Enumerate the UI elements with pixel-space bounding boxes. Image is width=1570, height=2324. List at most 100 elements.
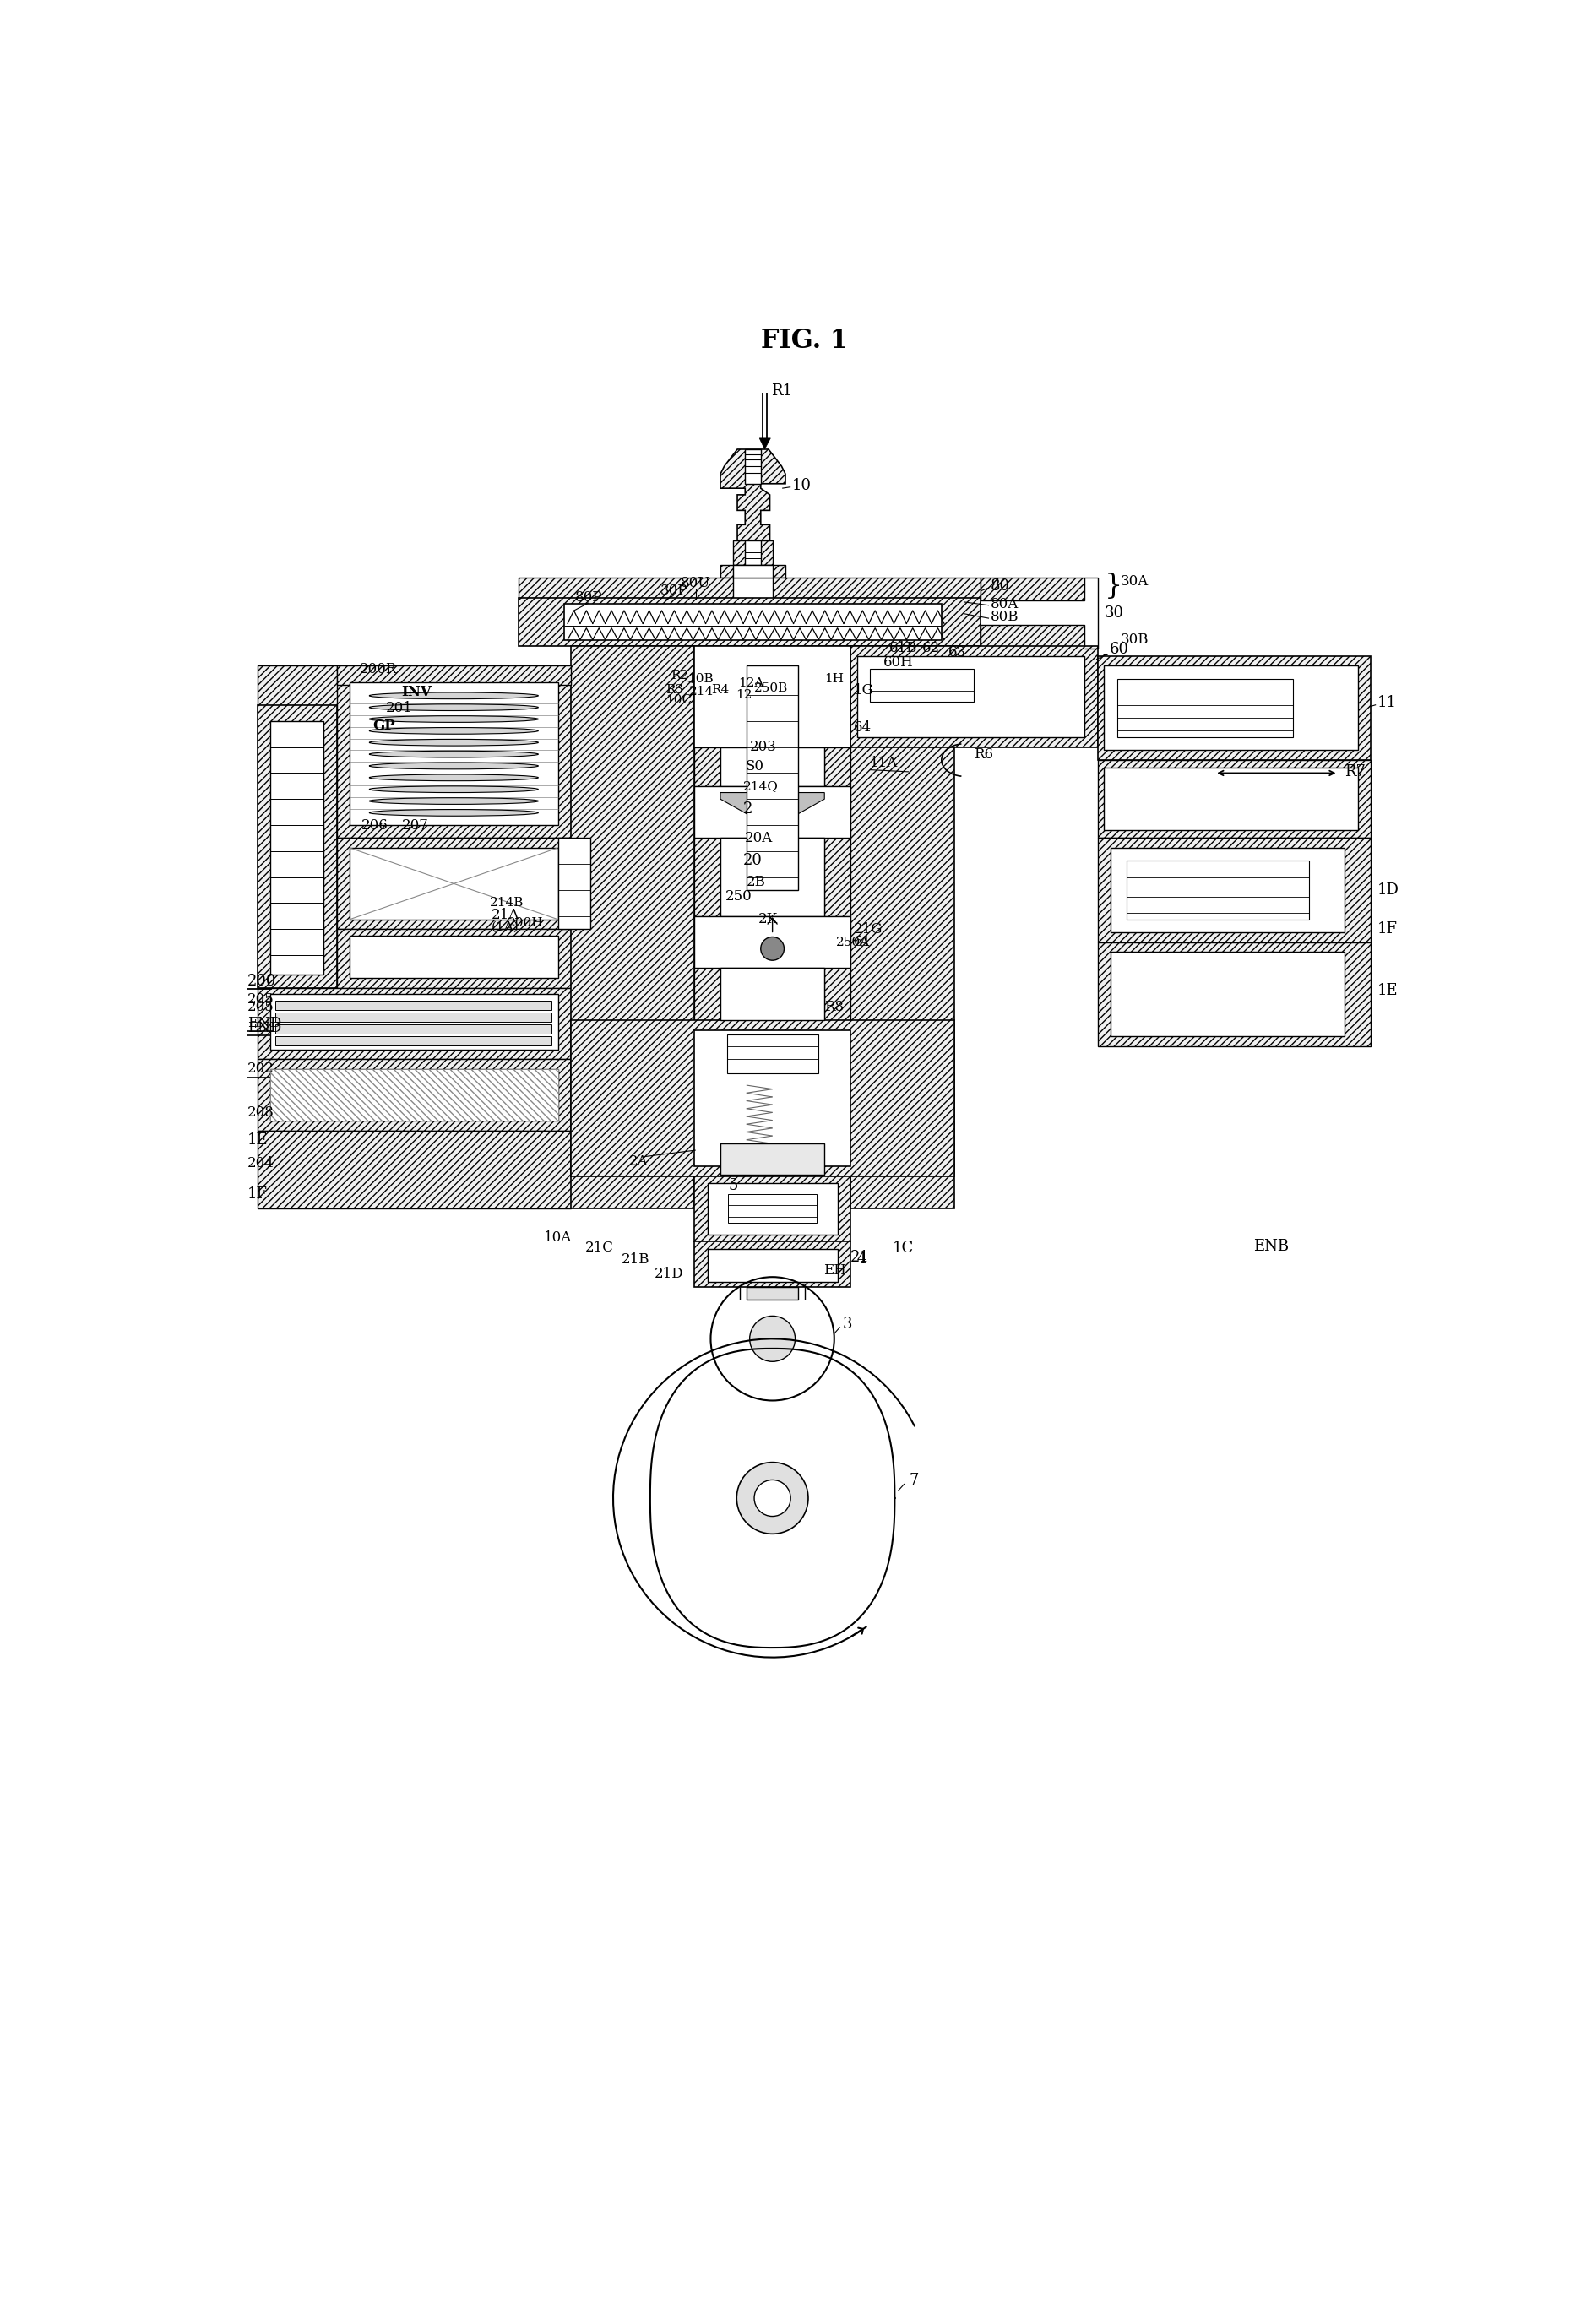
Polygon shape [870,669,973,702]
Polygon shape [721,1190,824,1229]
Text: 200: 200 [248,974,276,988]
Polygon shape [746,665,799,890]
Text: 3: 3 [843,1315,853,1332]
Ellipse shape [369,774,539,781]
Ellipse shape [369,797,539,804]
Polygon shape [694,916,851,969]
Polygon shape [694,746,721,786]
Text: R6: R6 [973,748,994,762]
Text: R8: R8 [824,999,845,1013]
Polygon shape [733,539,772,565]
Text: 61B: 61B [890,641,918,655]
Text: 203: 203 [750,739,777,755]
Polygon shape [257,665,571,704]
Polygon shape [257,988,571,1060]
Polygon shape [733,646,772,665]
Text: 214B: 214B [490,897,524,909]
Polygon shape [1110,848,1344,932]
Polygon shape [571,1020,955,1176]
Text: 21: 21 [851,1250,870,1264]
Polygon shape [1097,760,1371,839]
Text: 20A: 20A [746,832,772,846]
Polygon shape [1110,774,1325,823]
Text: 21D: 21D [655,1267,683,1281]
Text: 10A: 10A [543,1232,571,1246]
Ellipse shape [369,716,539,723]
Polygon shape [864,662,981,709]
Polygon shape [779,665,812,746]
Polygon shape [275,1002,551,1011]
Text: 1E: 1E [1377,983,1397,999]
Text: }: } [1104,572,1123,600]
Circle shape [749,1315,794,1362]
Polygon shape [721,746,824,786]
Ellipse shape [369,693,539,700]
Text: 250: 250 [725,890,752,904]
Ellipse shape [369,704,539,711]
Text: 1D: 1D [1377,883,1399,897]
Polygon shape [336,665,571,686]
Text: 60: 60 [1110,641,1129,658]
Polygon shape [270,995,557,1050]
Text: 2B: 2B [746,876,766,890]
Polygon shape [1121,855,1319,925]
Polygon shape [733,565,772,579]
Text: 204: 204 [248,1155,275,1171]
Text: 64: 64 [854,720,871,734]
Text: 80A: 80A [991,597,1019,611]
Polygon shape [981,579,1085,600]
Text: 21A: 21A [491,909,520,923]
Polygon shape [694,1241,851,1287]
Text: 214Q: 214Q [743,781,779,792]
Text: 208: 208 [248,1106,275,1120]
Polygon shape [1104,767,1358,830]
Text: 21C: 21C [586,1241,614,1255]
Polygon shape [336,839,571,930]
Polygon shape [270,720,323,974]
Text: 80B: 80B [991,609,1019,625]
Polygon shape [1097,839,1371,941]
Ellipse shape [369,786,539,792]
Text: 201: 201 [386,702,413,716]
Polygon shape [1097,941,1371,1046]
Polygon shape [275,1013,551,1023]
Text: 214: 214 [689,686,714,697]
Ellipse shape [369,727,539,734]
Text: 207: 207 [402,818,429,832]
Polygon shape [1104,665,1358,751]
Polygon shape [727,1034,818,1074]
Text: 5: 5 [728,1178,738,1195]
Text: 62: 62 [922,641,940,655]
Text: 1G: 1G [854,683,874,697]
Text: 63: 63 [948,646,966,660]
Text: 10C: 10C [666,695,692,706]
Text: END: END [248,1016,281,1030]
Circle shape [736,1462,809,1534]
Text: 1C: 1C [893,1241,914,1255]
Ellipse shape [369,751,539,758]
Text: END: END [248,1020,281,1034]
Polygon shape [1097,655,1371,760]
Polygon shape [694,839,721,916]
Text: 2K: 2K [758,913,777,927]
Text: (1A): (1A) [491,920,520,932]
Polygon shape [721,565,785,579]
Text: 10B: 10B [688,674,714,686]
Text: 12: 12 [736,690,752,702]
Polygon shape [708,1248,837,1281]
Polygon shape [257,704,336,988]
Polygon shape [694,969,721,1020]
Polygon shape [727,1148,818,1171]
Polygon shape [721,646,785,665]
Text: R4: R4 [711,683,728,695]
Text: R1: R1 [771,383,793,397]
Polygon shape [728,1195,816,1222]
Polygon shape [824,839,851,916]
Polygon shape [275,1025,551,1034]
Ellipse shape [369,739,539,746]
Text: INV: INV [402,686,432,700]
Text: 1F: 1F [1377,923,1397,937]
Polygon shape [733,665,766,746]
Polygon shape [721,449,785,539]
Polygon shape [257,1060,571,1132]
